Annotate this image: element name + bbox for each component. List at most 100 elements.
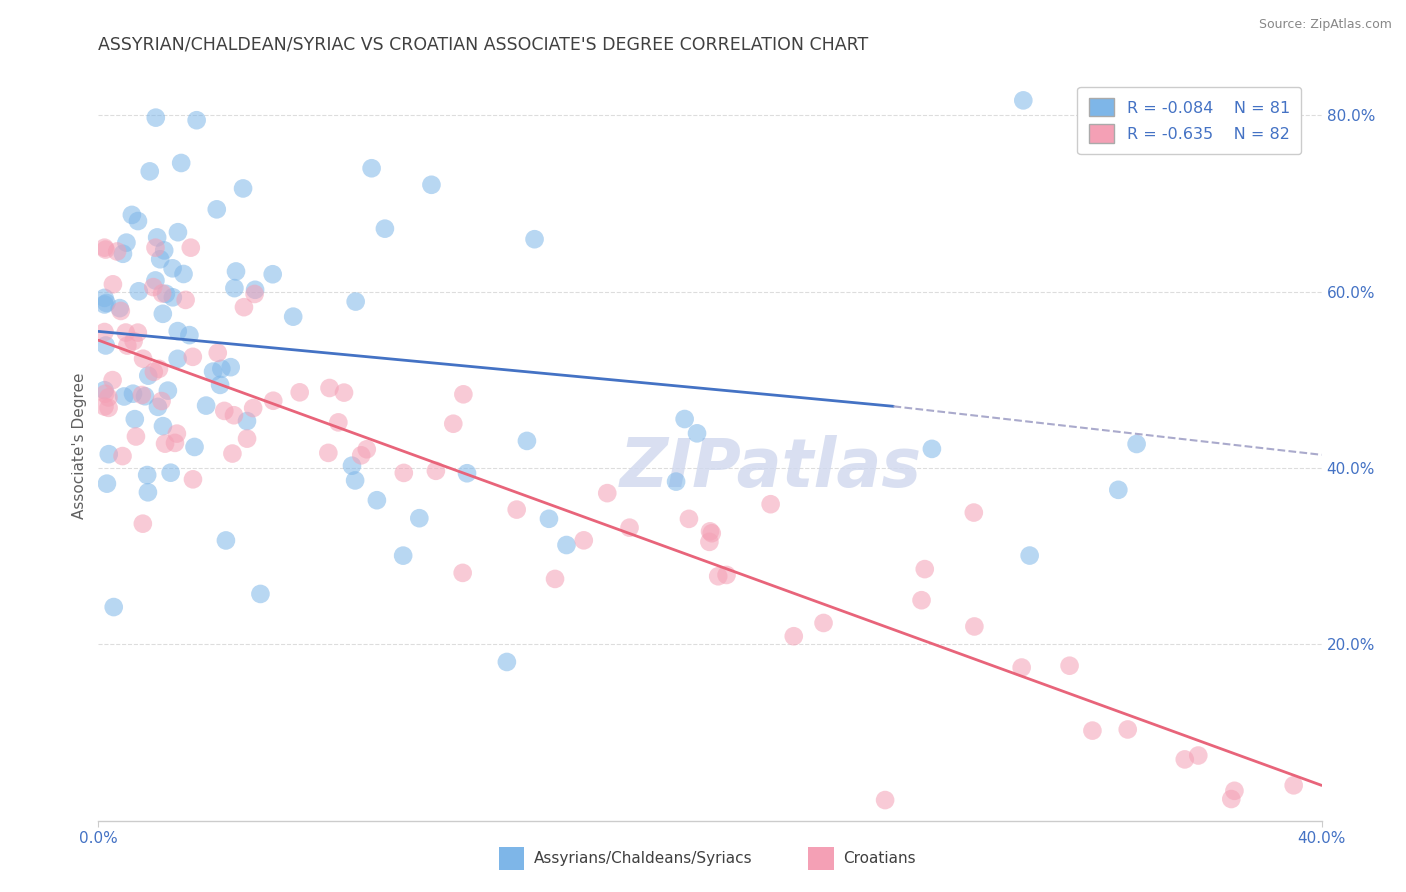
Point	[209, 377, 232, 392]
Point	[93, 400, 115, 414]
Point	[179, 328, 201, 343]
FancyBboxPatch shape	[801, 842, 839, 875]
Point	[700, 526, 723, 541]
Point	[328, 416, 350, 430]
Point	[202, 365, 225, 379]
Point	[148, 362, 170, 376]
Point	[678, 512, 700, 526]
Point	[1011, 660, 1033, 674]
Point	[456, 467, 478, 481]
Point	[132, 516, 155, 531]
Point	[94, 386, 117, 401]
Point	[716, 568, 738, 582]
Point	[537, 512, 560, 526]
Point	[673, 412, 696, 426]
Point	[134, 389, 156, 403]
Point	[243, 287, 266, 301]
Point	[112, 389, 135, 403]
Point	[150, 286, 173, 301]
Point	[131, 388, 153, 402]
Point	[105, 244, 128, 259]
Point	[572, 533, 595, 548]
Point	[686, 426, 709, 441]
Point	[505, 502, 527, 516]
Point	[156, 384, 179, 398]
Point	[1282, 778, 1305, 792]
Point	[136, 468, 159, 483]
Point	[215, 533, 238, 548]
Point	[186, 113, 208, 128]
Point	[1059, 658, 1081, 673]
Point	[875, 793, 897, 807]
Point	[94, 243, 117, 257]
Point	[356, 442, 378, 457]
Point	[122, 334, 145, 348]
Y-axis label: Associate's Degree: Associate's Degree	[72, 373, 87, 519]
Point	[155, 286, 177, 301]
Point	[142, 365, 165, 379]
Point	[544, 572, 567, 586]
Point	[596, 486, 619, 500]
Point	[344, 474, 367, 488]
Point	[759, 497, 782, 511]
Point	[174, 293, 197, 307]
Point	[93, 325, 115, 339]
Point	[124, 412, 146, 426]
Point	[283, 310, 305, 324]
Text: Source: ZipAtlas.com: Source: ZipAtlas.com	[1258, 18, 1392, 31]
Point	[1220, 792, 1243, 806]
Point	[555, 538, 578, 552]
Point	[115, 235, 138, 250]
Point	[1116, 723, 1139, 737]
Point	[453, 387, 475, 401]
Point	[236, 414, 259, 428]
Point	[963, 506, 986, 520]
Point	[96, 476, 118, 491]
Point	[219, 360, 242, 375]
Point	[166, 351, 188, 366]
Point	[318, 446, 340, 460]
Point	[195, 399, 218, 413]
Point	[707, 569, 730, 583]
FancyBboxPatch shape	[494, 842, 531, 875]
Point	[93, 291, 115, 305]
Point	[149, 252, 172, 267]
Point	[181, 350, 204, 364]
Point	[233, 300, 256, 314]
Point	[136, 368, 159, 383]
Point	[392, 466, 415, 480]
Point	[665, 475, 688, 489]
Text: ASSYRIAN/CHALDEAN/SYRIAC VS CROATIAN ASSOCIATE'S DEGREE CORRELATION CHART: ASSYRIAN/CHALDEAN/SYRIAC VS CROATIAN ASS…	[98, 36, 869, 54]
Point	[110, 304, 132, 318]
Point	[152, 307, 174, 321]
Point	[142, 280, 165, 294]
Point	[1107, 483, 1129, 497]
Point	[145, 273, 167, 287]
Point	[523, 232, 546, 246]
Point	[166, 324, 188, 338]
Text: Assyrians/Chaldeans/Syriacs: Assyrians/Chaldeans/Syriacs	[534, 852, 752, 866]
Point	[103, 600, 125, 615]
Point	[128, 285, 150, 299]
Point	[108, 301, 131, 315]
Point	[366, 493, 388, 508]
Point	[167, 225, 190, 239]
Point	[813, 615, 835, 630]
Point	[451, 566, 474, 580]
Point	[318, 381, 340, 395]
Point	[243, 283, 266, 297]
Point	[262, 393, 284, 408]
Point	[180, 241, 202, 255]
Point	[146, 400, 169, 414]
Point	[350, 448, 373, 462]
Point	[111, 449, 134, 463]
Point	[242, 401, 264, 415]
Point	[1174, 752, 1197, 766]
Text: ZIPatlas: ZIPatlas	[620, 435, 922, 501]
Point	[163, 435, 186, 450]
Point	[153, 244, 176, 258]
Point	[408, 511, 430, 525]
Point	[111, 247, 134, 261]
Point	[1125, 437, 1147, 451]
Point	[783, 629, 806, 643]
